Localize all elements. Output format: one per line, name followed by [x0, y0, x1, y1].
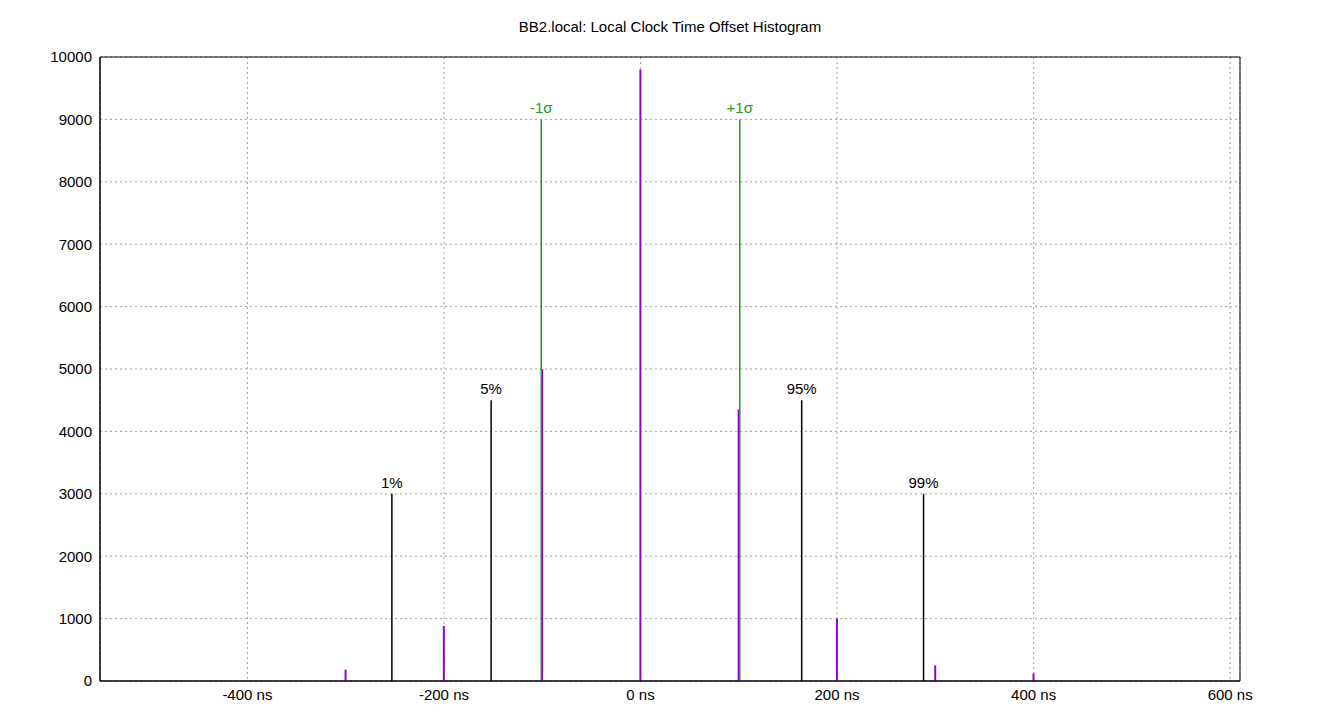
- svg-text:95%: 95%: [787, 380, 817, 397]
- svg-text:3000: 3000: [59, 485, 92, 502]
- svg-text:7000: 7000: [59, 236, 92, 253]
- svg-text:0 ns: 0 ns: [626, 686, 654, 703]
- svg-text:5000: 5000: [59, 360, 92, 377]
- svg-text:600 ns: 600 ns: [1208, 686, 1253, 703]
- svg-text:1000: 1000: [59, 610, 92, 627]
- svg-text:2000: 2000: [59, 548, 92, 565]
- html-text:BB2.local: Local Clock Time Of: BB2.local: Local Clock Time Offset Histo…: [518, 18, 822, 35]
- svg-text:-200 ns: -200 ns: [419, 686, 469, 703]
- svg-text:6000: 6000: [59, 298, 92, 315]
- svg-text:400 ns: 400 ns: [1011, 686, 1056, 703]
- svg-text:10000: 10000: [50, 48, 92, 65]
- svg-text:200 ns: 200 ns: [815, 686, 860, 703]
- svg-text:4000: 4000: [59, 423, 92, 440]
- svg-text:5%: 5%: [480, 380, 502, 397]
- svg-text:1%: 1%: [381, 474, 403, 491]
- svg-text:0: 0: [84, 672, 92, 689]
- svg-text:99%: 99%: [909, 474, 939, 491]
- svg-text:-400 ns: -400 ns: [222, 686, 272, 703]
- svg-text:9000: 9000: [59, 111, 92, 128]
- svg-text:8000: 8000: [59, 173, 92, 190]
- svg-text:-1σ: -1σ: [530, 99, 553, 116]
- svg-text:+1σ: +1σ: [727, 99, 754, 116]
